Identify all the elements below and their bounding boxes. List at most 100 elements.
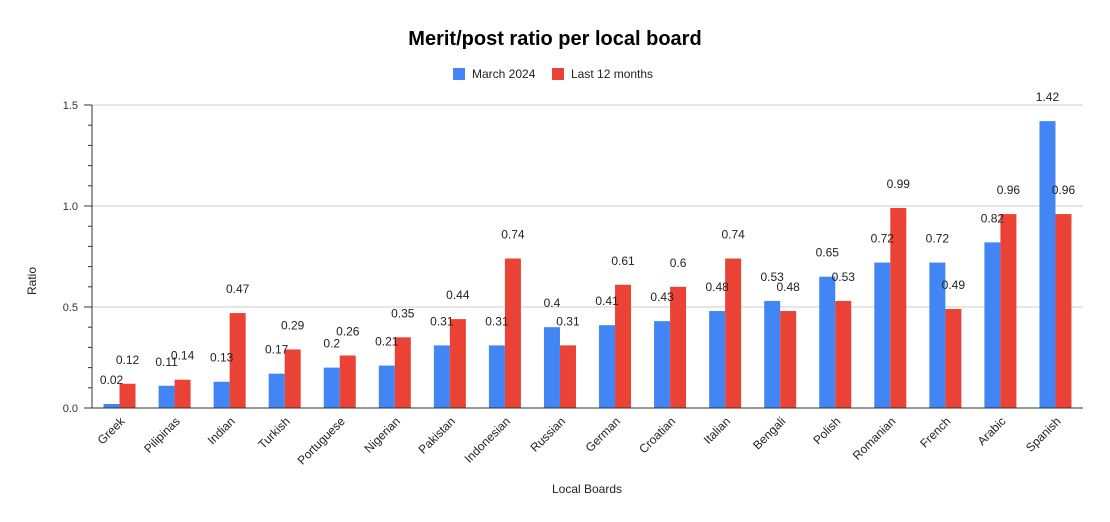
data-label: 0.53 [761, 270, 785, 284]
legend-label: Last 12 months [571, 67, 653, 81]
x-tick-label: Pakistan [416, 414, 458, 456]
data-label: 0.31 [556, 314, 580, 328]
data-label: 0.44 [446, 288, 470, 302]
legend-swatch [453, 68, 465, 80]
data-label: 0.6 [670, 256, 687, 270]
bar-march-2024 [874, 262, 891, 408]
y-tick-label: 1.0 [63, 201, 78, 213]
data-label: 0.48 [705, 280, 729, 294]
bar-last-12-months [1055, 214, 1072, 408]
data-label: 0.2 [323, 337, 340, 351]
x-tick-label: Greek [95, 414, 129, 448]
chart-title: Merit/post ratio per local board [408, 28, 701, 50]
data-label: 0.99 [887, 177, 911, 191]
bar-march-2024 [268, 373, 285, 408]
x-tick-label: German [583, 414, 624, 455]
data-label: 0.49 [942, 278, 966, 292]
data-label: 1.42 [1036, 90, 1060, 104]
bar-last-12-months [945, 309, 962, 408]
x-tick-label: Romanian [850, 414, 899, 463]
data-label: 0.48 [777, 280, 801, 294]
bar-march-2024 [378, 365, 395, 408]
bar-last-12-months [394, 337, 411, 408]
bar-march-2024 [323, 367, 340, 408]
legend-swatch [552, 68, 564, 80]
x-tick-label: Arabic [975, 414, 1009, 448]
data-label: 0.21 [375, 335, 399, 349]
x-tick-label: Croatian [636, 414, 678, 456]
data-labels: 0.02 0.12 0.110.14 0.13 0.47 0.17 0.29 0.20.26 0… [100, 90, 1076, 387]
data-label: 0.4 [544, 296, 561, 310]
data-label: 0.82 [981, 211, 1005, 225]
x-tick-label: Nigerian [361, 414, 403, 456]
y-tick-label: 1.5 [63, 100, 78, 112]
x-axis-title: Local Boards [552, 482, 622, 496]
bar-last-12-months [449, 319, 466, 408]
bar-last-12-months [339, 355, 356, 408]
data-label: 0.74 [721, 228, 745, 242]
data-label: 0.13 [210, 351, 234, 365]
x-tick-label: Polish [810, 414, 843, 447]
bar-march-2024 [488, 345, 505, 408]
y-tick-label: 0.5 [63, 302, 78, 314]
x-tick-label: French [917, 414, 953, 450]
legend-label: March 2024 [472, 67, 536, 81]
bar-march-2024 [709, 311, 726, 408]
data-label: 0.29 [281, 318, 305, 332]
x-tick-label: Pilipinas [141, 414, 183, 456]
bar-last-12-months [890, 208, 907, 408]
data-label: 0.26 [336, 324, 360, 338]
bar-march-2024 [543, 327, 560, 408]
data-label: 0.74 [501, 228, 525, 242]
bar-last-12-months [559, 345, 576, 408]
data-label: 0.96 [1052, 183, 1076, 197]
x-tick-label: Russian [528, 414, 569, 455]
data-label: 0.53 [832, 270, 856, 284]
gridlines [92, 104, 1083, 308]
bar-march-2024 [929, 262, 946, 408]
bar-march-2024 [984, 242, 1001, 408]
data-label: 0.47 [226, 282, 250, 296]
x-tick-label: Italian [701, 414, 734, 447]
y-tick-label: 0.0 [63, 403, 78, 415]
data-label: 0.72 [871, 232, 895, 246]
bar-last-12-months [504, 258, 521, 408]
data-label: 0.65 [816, 246, 840, 260]
bar-last-12-months [670, 286, 687, 408]
bar-last-12-months [725, 258, 742, 408]
bar-last-12-months [835, 300, 852, 408]
data-label: 0.31 [430, 314, 454, 328]
legend: March 2024 Last 12 months [453, 67, 653, 81]
data-label: 0.61 [611, 254, 635, 268]
x-tick-label: Indian [205, 414, 238, 447]
bar-march-2024 [764, 300, 781, 408]
data-label: 0.17 [265, 343, 289, 357]
bar-march-2024 [213, 381, 230, 408]
x-tick-label: Bengali [750, 414, 788, 452]
data-label: 0.35 [391, 306, 415, 320]
data-label: 0.11 [155, 355, 178, 369]
data-label: 0.31 [485, 314, 509, 328]
bar-march-2024 [1039, 121, 1056, 408]
data-label: 0.43 [650, 290, 674, 304]
bar-last-12-months [284, 349, 301, 408]
bar-last-12-months [119, 383, 136, 408]
bar-march-2024 [433, 345, 450, 408]
data-label: 0.41 [595, 294, 619, 308]
x-tick-label: Spanish [1023, 414, 1064, 455]
data-label: 0.12 [116, 353, 140, 367]
bar-last-12-months [174, 379, 191, 408]
bar-march-2024 [654, 321, 671, 408]
bars [103, 121, 1072, 408]
data-label: 0.96 [997, 183, 1021, 197]
data-label: 0.14 [171, 349, 195, 363]
bar-march-2024 [599, 325, 616, 408]
x-tick-label: Turkish [255, 414, 292, 451]
bar-march-2024 [158, 385, 175, 408]
data-label: 0.02 [100, 373, 124, 387]
bar-last-12-months [615, 284, 632, 408]
y-axis-title: Ratio [25, 267, 39, 295]
data-label: 0.72 [926, 232, 950, 246]
